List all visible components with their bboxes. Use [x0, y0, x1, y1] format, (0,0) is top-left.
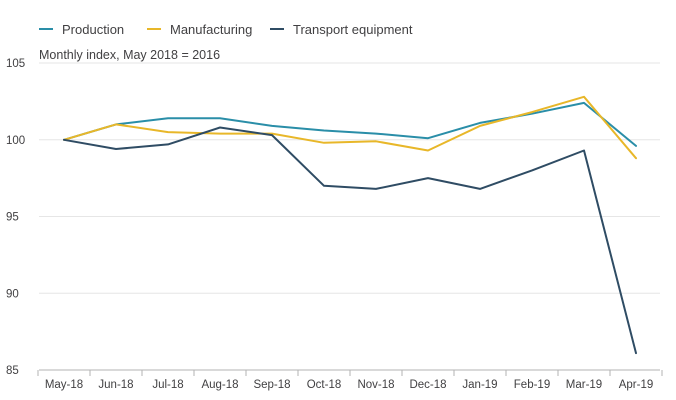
- y-tick-label: 95: [6, 212, 19, 224]
- x-tick-label: Jul-18: [152, 379, 183, 391]
- x-tick-label: Nov-18: [357, 379, 394, 391]
- y-tick-label: 90: [6, 288, 19, 300]
- x-tick-label: Feb-19: [514, 379, 550, 391]
- x-tick-label: Sep-18: [253, 379, 290, 391]
- chart-subtitle: Monthly index, May 2018 = 2016: [39, 48, 220, 62]
- y-axis: 85 90 95 100 105: [6, 58, 25, 377]
- series-line-transport-equipment: [63, 126, 637, 355]
- legend-label: Transport equipment: [293, 22, 413, 37]
- x-tick-label: Oct-18: [307, 379, 342, 391]
- x-tick-label: May-18: [45, 379, 83, 391]
- legend-label: Production: [62, 22, 124, 37]
- x-tick-label: Dec-18: [409, 379, 446, 391]
- x-tick-label: Mar-19: [566, 379, 602, 391]
- series-line-production: [63, 101, 637, 147]
- series-line-manufacturing: [63, 95, 637, 160]
- gridlines: [39, 62, 660, 294]
- legend: Production Manufacturing Transport equipme…: [39, 22, 413, 37]
- x-tick-label: Apr-19: [619, 379, 654, 391]
- x-tick-label: Jan-19: [462, 379, 497, 391]
- legend-label: Manufacturing: [170, 22, 252, 37]
- x-tick-label: Jun-18: [98, 379, 133, 391]
- y-tick-label: 105: [6, 58, 25, 70]
- x-tick-label: Aug-18: [201, 379, 238, 391]
- y-tick-label: 85: [6, 365, 19, 377]
- series-lines: [63, 95, 637, 355]
- y-tick-label: 100: [6, 135, 25, 147]
- x-axis: May-18 Jun-18 Jul-18 Aug-18 Sep-18 Oct-18 Nov-…: [37, 369, 663, 391]
